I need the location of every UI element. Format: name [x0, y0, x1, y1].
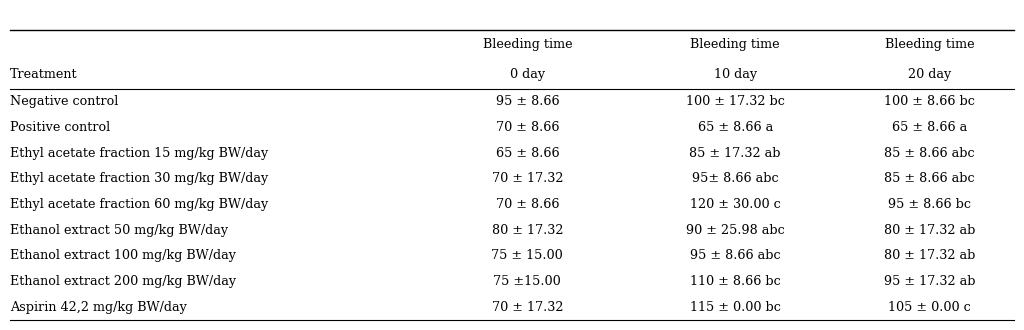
Text: Bleeding time: Bleeding time [482, 38, 572, 51]
Text: 95 ± 17.32 ab: 95 ± 17.32 ab [884, 275, 976, 288]
Text: 110 ± 8.66 bc: 110 ± 8.66 bc [690, 275, 780, 288]
Text: 10 day: 10 day [714, 68, 757, 81]
Text: 85 ± 17.32 ab: 85 ± 17.32 ab [689, 147, 781, 160]
Text: 80 ± 17.32: 80 ± 17.32 [492, 224, 563, 237]
Text: Ethanol extract 50 mg/kg BW/day: Ethanol extract 50 mg/kg BW/day [10, 224, 228, 237]
Text: 65 ± 8.66: 65 ± 8.66 [496, 147, 559, 160]
Text: 100 ± 8.66 bc: 100 ± 8.66 bc [885, 95, 975, 109]
Text: 65 ± 8.66 a: 65 ± 8.66 a [892, 121, 968, 134]
Text: 70 ± 17.32: 70 ± 17.32 [492, 301, 563, 314]
Text: Treatment: Treatment [10, 68, 78, 81]
Text: 95 ± 8.66 abc: 95 ± 8.66 abc [690, 249, 780, 262]
Text: 95 ± 8.66 bc: 95 ± 8.66 bc [888, 198, 972, 211]
Text: 75 ± 15.00: 75 ± 15.00 [492, 249, 563, 262]
Text: Ethyl acetate fraction 30 mg/kg BW/day: Ethyl acetate fraction 30 mg/kg BW/day [10, 173, 268, 185]
Text: 95± 8.66 abc: 95± 8.66 abc [692, 173, 778, 185]
Text: 100 ± 17.32 bc: 100 ± 17.32 bc [686, 95, 784, 109]
Text: 90 ± 25.98 abc: 90 ± 25.98 abc [686, 224, 784, 237]
Text: 75 ±15.00: 75 ±15.00 [494, 275, 561, 288]
Text: 20 day: 20 day [908, 68, 951, 81]
Text: 105 ± 0.00 c: 105 ± 0.00 c [889, 301, 971, 314]
Text: 80 ± 17.32 ab: 80 ± 17.32 ab [884, 249, 976, 262]
Text: Aspirin 42,2 mg/kg BW/day: Aspirin 42,2 mg/kg BW/day [10, 301, 187, 314]
Text: Ethyl acetate fraction 15 mg/kg BW/day: Ethyl acetate fraction 15 mg/kg BW/day [10, 147, 268, 160]
Text: Positive control: Positive control [10, 121, 111, 134]
Text: 85 ± 8.66 abc: 85 ± 8.66 abc [885, 147, 975, 160]
Text: 115 ± 0.00 bc: 115 ± 0.00 bc [690, 301, 780, 314]
Text: 70 ± 8.66: 70 ± 8.66 [496, 121, 559, 134]
Text: 120 ± 30.00 c: 120 ± 30.00 c [690, 198, 780, 211]
Text: Negative control: Negative control [10, 95, 119, 109]
Text: Ethanol extract 100 mg/kg BW/day: Ethanol extract 100 mg/kg BW/day [10, 249, 237, 262]
Text: Bleeding time: Bleeding time [885, 38, 975, 51]
Text: 95 ± 8.66: 95 ± 8.66 [496, 95, 559, 109]
Text: 65 ± 8.66 a: 65 ± 8.66 a [697, 121, 773, 134]
Text: 70 ± 8.66: 70 ± 8.66 [496, 198, 559, 211]
Text: 85 ± 8.66 abc: 85 ± 8.66 abc [885, 173, 975, 185]
Text: 0 day: 0 day [510, 68, 545, 81]
Text: Ethanol extract 200 mg/kg BW/day: Ethanol extract 200 mg/kg BW/day [10, 275, 237, 288]
Text: Bleeding time: Bleeding time [690, 38, 780, 51]
Text: 70 ± 17.32: 70 ± 17.32 [492, 173, 563, 185]
Text: 80 ± 17.32 ab: 80 ± 17.32 ab [884, 224, 976, 237]
Text: Ethyl acetate fraction 60 mg/kg BW/day: Ethyl acetate fraction 60 mg/kg BW/day [10, 198, 268, 211]
